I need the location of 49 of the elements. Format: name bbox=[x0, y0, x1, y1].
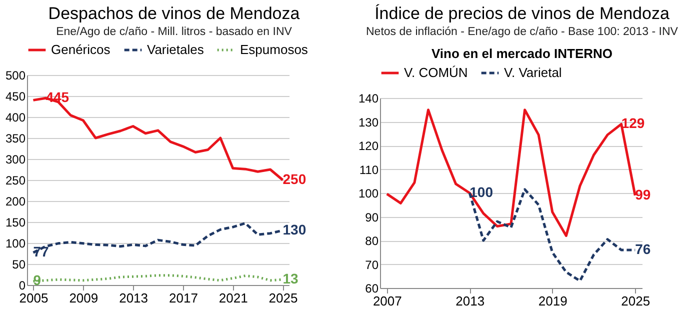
y-tick-label: 200 bbox=[5, 194, 26, 208]
chart-title: Despachos de vinos de Mendoza bbox=[47, 4, 301, 24]
x-tick-label: 2021 bbox=[218, 290, 248, 306]
chart-subtitle: Ene/Ago de c/año - Mill. litros - basado en INV bbox=[55, 26, 293, 38]
annotation: 250 bbox=[282, 171, 306, 187]
x-tick-label: 2013 bbox=[119, 290, 148, 306]
y-tick-label: 400 bbox=[5, 110, 26, 124]
y-tick-label: 120 bbox=[358, 139, 379, 153]
annotation: 130 bbox=[282, 221, 306, 238]
x-tick-label: 2025 bbox=[621, 294, 650, 308]
annotation: 13 bbox=[282, 270, 299, 287]
text: Vino en el mercado INTERNO bbox=[430, 46, 614, 61]
x-tick-label: 2017 bbox=[168, 290, 198, 306]
legend-label: V. Varietal bbox=[504, 65, 562, 80]
y-tick-label: 140 bbox=[358, 92, 379, 106]
x-tick-label: 2005 bbox=[19, 290, 48, 306]
y-tick-label: 250 bbox=[5, 174, 26, 188]
y-tick-label: 100 bbox=[5, 236, 26, 250]
y-tick-label: 90 bbox=[365, 210, 379, 224]
legend-label: Espumosos bbox=[240, 42, 308, 57]
x-tick-label: 2013 bbox=[456, 294, 485, 308]
legend-label: Varietales bbox=[147, 42, 204, 57]
y-tick-label: 60 bbox=[365, 282, 379, 296]
y-tick-label: 500 bbox=[5, 68, 26, 82]
x-tick-label: 2019 bbox=[538, 294, 568, 308]
x-tick-label: 2007 bbox=[372, 294, 402, 308]
annotation: 99 bbox=[635, 186, 651, 202]
line-series bbox=[468, 188, 636, 282]
x-tick-label: 2025 bbox=[268, 290, 298, 306]
y-tick-label: 80 bbox=[365, 234, 379, 248]
y-tick-label: 450 bbox=[5, 90, 26, 104]
y-tick-label: 100 bbox=[358, 186, 379, 200]
legend-label: V. COMÚN bbox=[404, 65, 468, 80]
y-tick-label: 130 bbox=[358, 115, 379, 130]
y-tick-label: 110 bbox=[359, 162, 379, 177]
annotation: 129 bbox=[621, 115, 645, 132]
chart-subtitle: Netos de inflación - Ene/ago de c/año - Base 100: 2013 - INV bbox=[365, 26, 679, 38]
legend-label: Genéricos bbox=[51, 42, 111, 57]
x-tick-label: 2009 bbox=[69, 290, 98, 306]
y-tick-label: 300 bbox=[5, 152, 26, 166]
annotation: 76 bbox=[635, 241, 651, 257]
y-tick-label: 150 bbox=[5, 216, 26, 230]
y-tick-label: 70 bbox=[365, 258, 379, 272]
annotation: 9 bbox=[33, 272, 42, 288]
chart-title: Índice de precios de vinos de Mendoza bbox=[374, 4, 670, 24]
y-tick-label: 50 bbox=[12, 258, 26, 272]
annotation: 100 bbox=[470, 184, 494, 200]
y-tick-label: 0 bbox=[18, 278, 26, 292]
y-tick-label: 350 bbox=[5, 132, 26, 146]
